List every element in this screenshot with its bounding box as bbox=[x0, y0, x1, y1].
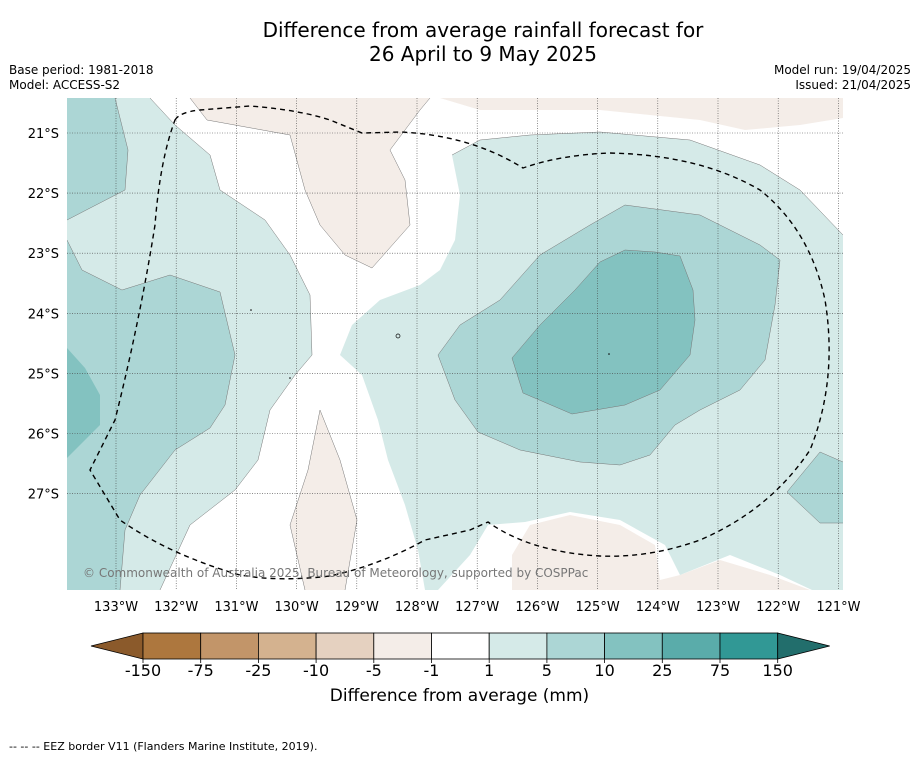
eez-border bbox=[89, 105, 830, 580]
model-run-text: Model run: 19/04/2025 bbox=[773, 63, 911, 77]
wet5-region-west bbox=[67, 240, 235, 590]
colorbar-segment bbox=[257, 632, 317, 660]
title-line-1: Difference from average rainfall forecas… bbox=[262, 18, 704, 42]
wet10-region-central bbox=[512, 250, 695, 414]
issued-text: Issued: 21/04/2025 bbox=[795, 78, 911, 92]
colorbar-segment bbox=[661, 632, 721, 660]
colorbar-tick-label: 25 bbox=[652, 661, 672, 680]
longitude-label: 130°W bbox=[275, 600, 319, 615]
wet10-region-west bbox=[67, 348, 100, 458]
contour-lines bbox=[67, 98, 843, 590]
latitude-label: 23°S bbox=[28, 247, 59, 262]
longitude-label: 127°W bbox=[455, 600, 499, 615]
map-area: © Commonwealth of Australia 2025, Bureau… bbox=[67, 98, 843, 590]
colorbar-tick-label: -75 bbox=[188, 661, 214, 680]
colorbar-segment bbox=[719, 632, 779, 660]
colorbar-tick-label: -10 bbox=[303, 661, 329, 680]
longitude-label: 124°W bbox=[636, 600, 680, 615]
copyright-text: © Commonwealth of Australia 2025, Bureau… bbox=[83, 566, 588, 580]
map-figure: © Commonwealth of Australia 2025, Bureau… bbox=[28, 98, 861, 680]
wet5-region-south-east bbox=[787, 452, 843, 523]
longitude-labels: 133°W 132°W 131°W 130°W 129°W 128°W 127°W 126°W… bbox=[94, 600, 861, 615]
small-dot-mark bbox=[608, 353, 610, 355]
colorbar-tick-label: -25 bbox=[245, 661, 271, 680]
footer-note: -- -- -- EEZ border V11 (Flanders Marine… bbox=[9, 740, 318, 753]
small-dot-mark bbox=[289, 377, 291, 379]
colorbar-segment bbox=[200, 632, 259, 660]
colorbar-segment bbox=[488, 632, 548, 660]
colorbar-tick-label: -5 bbox=[366, 661, 382, 680]
longitude-label: 125°W bbox=[576, 600, 620, 615]
colorbar-tick-label: 5 bbox=[542, 661, 552, 680]
base-period-text: Base period: 1981-2018 bbox=[9, 63, 154, 77]
colorbar-segment bbox=[604, 632, 663, 660]
longitude-label: 122°W bbox=[756, 600, 800, 615]
wet5-region-north-west bbox=[67, 98, 128, 220]
latitude-label: 27°S bbox=[28, 488, 59, 503]
longitude-label: 126°W bbox=[515, 600, 559, 615]
latitude-label: 25°S bbox=[28, 367, 59, 382]
colorbar-tick-label: 150 bbox=[762, 661, 793, 680]
meta-left: Base period: 1981-2018 Model: ACCESS-S2 bbox=[9, 63, 154, 93]
title-line-2: 26 April to 9 May 2025 bbox=[369, 42, 597, 66]
longitude-label: 133°W bbox=[94, 600, 138, 615]
meta-right: Model run: 19/04/2025 Issued: 21/04/2025 bbox=[774, 63, 911, 93]
longitude-label: 128°W bbox=[395, 600, 439, 615]
latitude-labels: 21°S 22°S 23°S 24°S 25°S 26°S 27°S bbox=[28, 127, 59, 503]
colorbar-segment bbox=[546, 632, 606, 660]
small-dot-mark bbox=[250, 309, 252, 311]
latitude-label: 26°S bbox=[28, 428, 59, 443]
longitude-label: 132°W bbox=[154, 600, 198, 615]
longitude-label: 131°W bbox=[214, 600, 258, 615]
gridlines bbox=[67, 98, 843, 590]
longitude-label: 129°W bbox=[335, 600, 379, 615]
dry-region-north-east bbox=[440, 98, 843, 130]
colorbar-tick-label: 10 bbox=[594, 661, 614, 680]
dry-region-south-east bbox=[512, 515, 810, 590]
colorbar-extend-right bbox=[777, 632, 830, 660]
colorbar-label: Difference from average (mm) bbox=[329, 686, 590, 706]
colorbar-segment bbox=[315, 632, 375, 660]
colorbar-segment bbox=[142, 632, 202, 660]
dry-region-north-west bbox=[190, 98, 430, 268]
colorbar-extend-left bbox=[90, 632, 144, 660]
latitude-label: 21°S bbox=[28, 127, 59, 142]
dry-region-south-central bbox=[290, 410, 357, 590]
colorbar-tick-label: 75 bbox=[710, 661, 730, 680]
colorbar-tick-label: -1 bbox=[424, 661, 440, 680]
latitude-label: 24°S bbox=[28, 307, 59, 322]
model-text: Model: ACCESS-S2 bbox=[9, 78, 121, 92]
small-contour-mark bbox=[395, 333, 401, 339]
chart-title: Difference from average rainfall forecas… bbox=[0, 18, 919, 66]
longitude-label: 121°W bbox=[816, 600, 860, 615]
colorbar-segment bbox=[431, 632, 490, 660]
colorbar-tick-label: -150 bbox=[125, 661, 161, 680]
colorbar-tick-label: 1 bbox=[484, 661, 494, 680]
colorbar-segment bbox=[373, 632, 432, 660]
colorbar: -150 -75 -25 -10 -5 -1 1 5 10 25 75 150 bbox=[90, 632, 830, 680]
latitude-label: 22°S bbox=[28, 187, 59, 202]
longitude-label: 123°W bbox=[696, 600, 740, 615]
